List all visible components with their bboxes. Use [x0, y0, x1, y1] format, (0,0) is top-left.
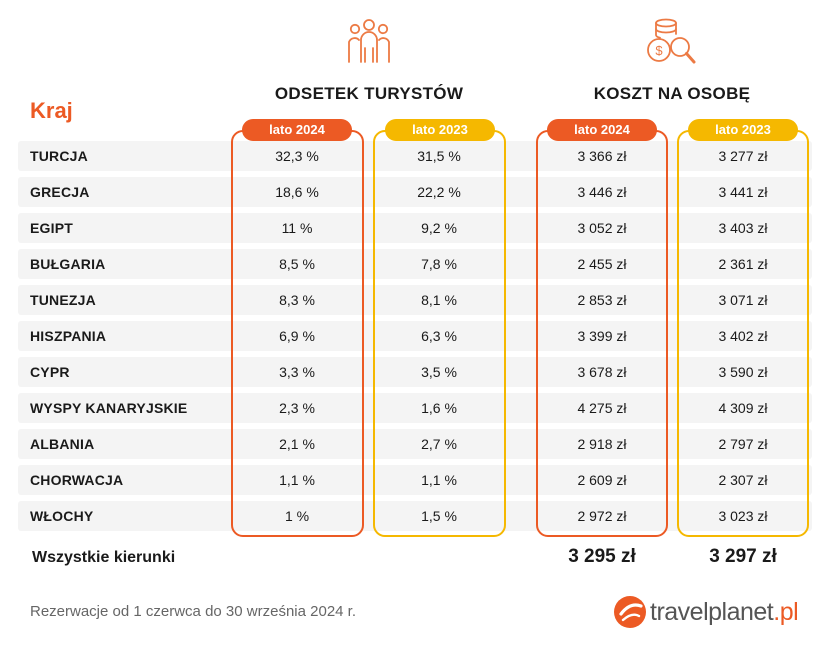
country-name: CYPR [30, 364, 70, 380]
cost-2023-pill: lato 2023 [688, 119, 798, 141]
cost-section-title: KOSZT NA OSOBĘ [593, 84, 751, 103]
share-2023-cell: 2,7 % [421, 436, 457, 452]
table-row [18, 429, 812, 459]
cost-2024-cell: 2 853 zł [577, 292, 627, 308]
coins-magnifier-icon: $ [647, 18, 696, 64]
cost-2024-cell: 3 399 zł [577, 328, 627, 344]
cost-2024-cell: 3 366 zł [577, 148, 627, 164]
cost-2023-cell: 3 277 zł [718, 148, 768, 164]
cost-2023-cell: 4 309 zł [718, 400, 768, 416]
share-2024-cell: 11 % [281, 220, 313, 236]
cost-2023-cell: 2 307 zł [718, 472, 768, 488]
cost-2024-pill: lato 2024 [547, 119, 657, 141]
cost-2023-cell: 2 361 zł [718, 256, 768, 272]
country-name: CHORWACJA [30, 472, 124, 488]
table-row [18, 357, 812, 387]
table-row [18, 213, 812, 243]
share-2023-cell: 1,5 % [421, 508, 457, 524]
svg-text:$: $ [655, 43, 663, 58]
logo-text-tld: .pl [773, 598, 799, 626]
country-name: WYSPY KANARYJSKIE [30, 400, 188, 416]
logo-text-main: travelplanet [650, 598, 774, 626]
share-2024-cell: 2,1 % [279, 436, 315, 452]
table-row [18, 141, 812, 171]
total-cost-2023: 3 297 zł [709, 546, 777, 567]
country-name: TURCJA [30, 148, 88, 164]
share-2024-cell: 1 % [284, 508, 310, 524]
share-2024-column-frame [231, 130, 364, 537]
share-2024-cell: 2,3 % [279, 400, 315, 416]
cost-2024-column-frame [536, 130, 668, 537]
share-2023-cell: 8,1 % [421, 292, 457, 308]
cost-2023-cell: 3 402 zł [718, 328, 768, 344]
cost-2023-cell: 3 023 zł [718, 508, 768, 524]
share-2023-cell: 31,5 % [417, 148, 461, 164]
share-2024-cell: 18,6 % [275, 184, 319, 200]
share-section-title: ODSETEK TURYSTÓW [274, 84, 464, 103]
share-2023-cell: 22,2 % [417, 184, 461, 200]
share-2023-cell: 7,8 % [421, 256, 457, 272]
share-2023-cell: 9,2 % [421, 220, 457, 236]
totals-label: Wszystkie kierunki [32, 549, 176, 566]
table-row [18, 465, 812, 495]
country-name: BUŁGARIA [30, 256, 106, 272]
share-2023-column-frame [373, 130, 506, 537]
share-2023-cell: 6,3 % [421, 328, 457, 344]
cost-2024-cell: 2 972 zł [577, 508, 627, 524]
share-2024-cell: 8,5 % [279, 256, 315, 272]
footnote: Rezerwacje od 1 czerwca do 30 września 2… [30, 603, 357, 620]
country-name: TUNEZJA [30, 292, 96, 308]
share-2024-pill: lato 2024 [242, 119, 352, 141]
cost-2023-cell: 2 797 zł [718, 436, 768, 452]
table-row [18, 285, 812, 315]
table-row [18, 177, 812, 207]
travelplanet-logo: travelplanet.pl [612, 594, 812, 630]
share-2024-cell: 3,3 % [279, 364, 315, 380]
share-2024-cell: 1,1 % [279, 472, 315, 488]
total-cost-2024: 3 295 zł [568, 546, 636, 567]
people-group-icon [348, 19, 390, 63]
cost-2024-cell: 2 918 zł [577, 436, 627, 452]
share-2023-cell: 3,5 % [421, 364, 457, 380]
cost-2023-cell: 3 441 zł [718, 184, 768, 200]
cost-2024-cell: 3 052 zł [577, 220, 627, 236]
cost-2023-cell: 3 403 zł [718, 220, 768, 236]
table-row [18, 393, 812, 423]
share-2023-cell: 1,1 % [421, 472, 457, 488]
logo-wordmark: travelplanet.pl [650, 598, 799, 627]
country-name: HISZPANIA [30, 328, 107, 344]
country-name: ALBANIA [30, 436, 95, 452]
share-2024-cell: 6,9 % [279, 328, 315, 344]
cost-2024-cell: 3 678 zł [577, 364, 627, 380]
table-row [18, 321, 812, 351]
table-row [18, 249, 812, 279]
cost-2024-cell: 2 455 zł [577, 256, 627, 272]
share-2024-cell: 32,3 % [275, 148, 319, 164]
country-name: WŁOCHY [30, 508, 94, 524]
share-2023-pill: lato 2023 [385, 119, 495, 141]
cost-2023-cell: 3 071 zł [718, 292, 768, 308]
share-2023-cell: 1,6 % [421, 400, 457, 416]
country-name: GRECJA [30, 184, 90, 200]
cost-2024-cell: 3 446 zł [577, 184, 627, 200]
country-name: EGIPT [30, 220, 74, 236]
cost-2023-cell: 3 590 zł [718, 364, 768, 380]
cost-2024-cell: 2 609 zł [577, 472, 627, 488]
cost-2023-column-frame [677, 130, 809, 537]
cost-2024-cell: 4 275 zł [577, 400, 627, 416]
share-2024-cell: 8,3 % [279, 292, 315, 308]
country-column-header: Kraj [30, 98, 73, 123]
travelplanet-swoosh-icon [614, 596, 646, 628]
